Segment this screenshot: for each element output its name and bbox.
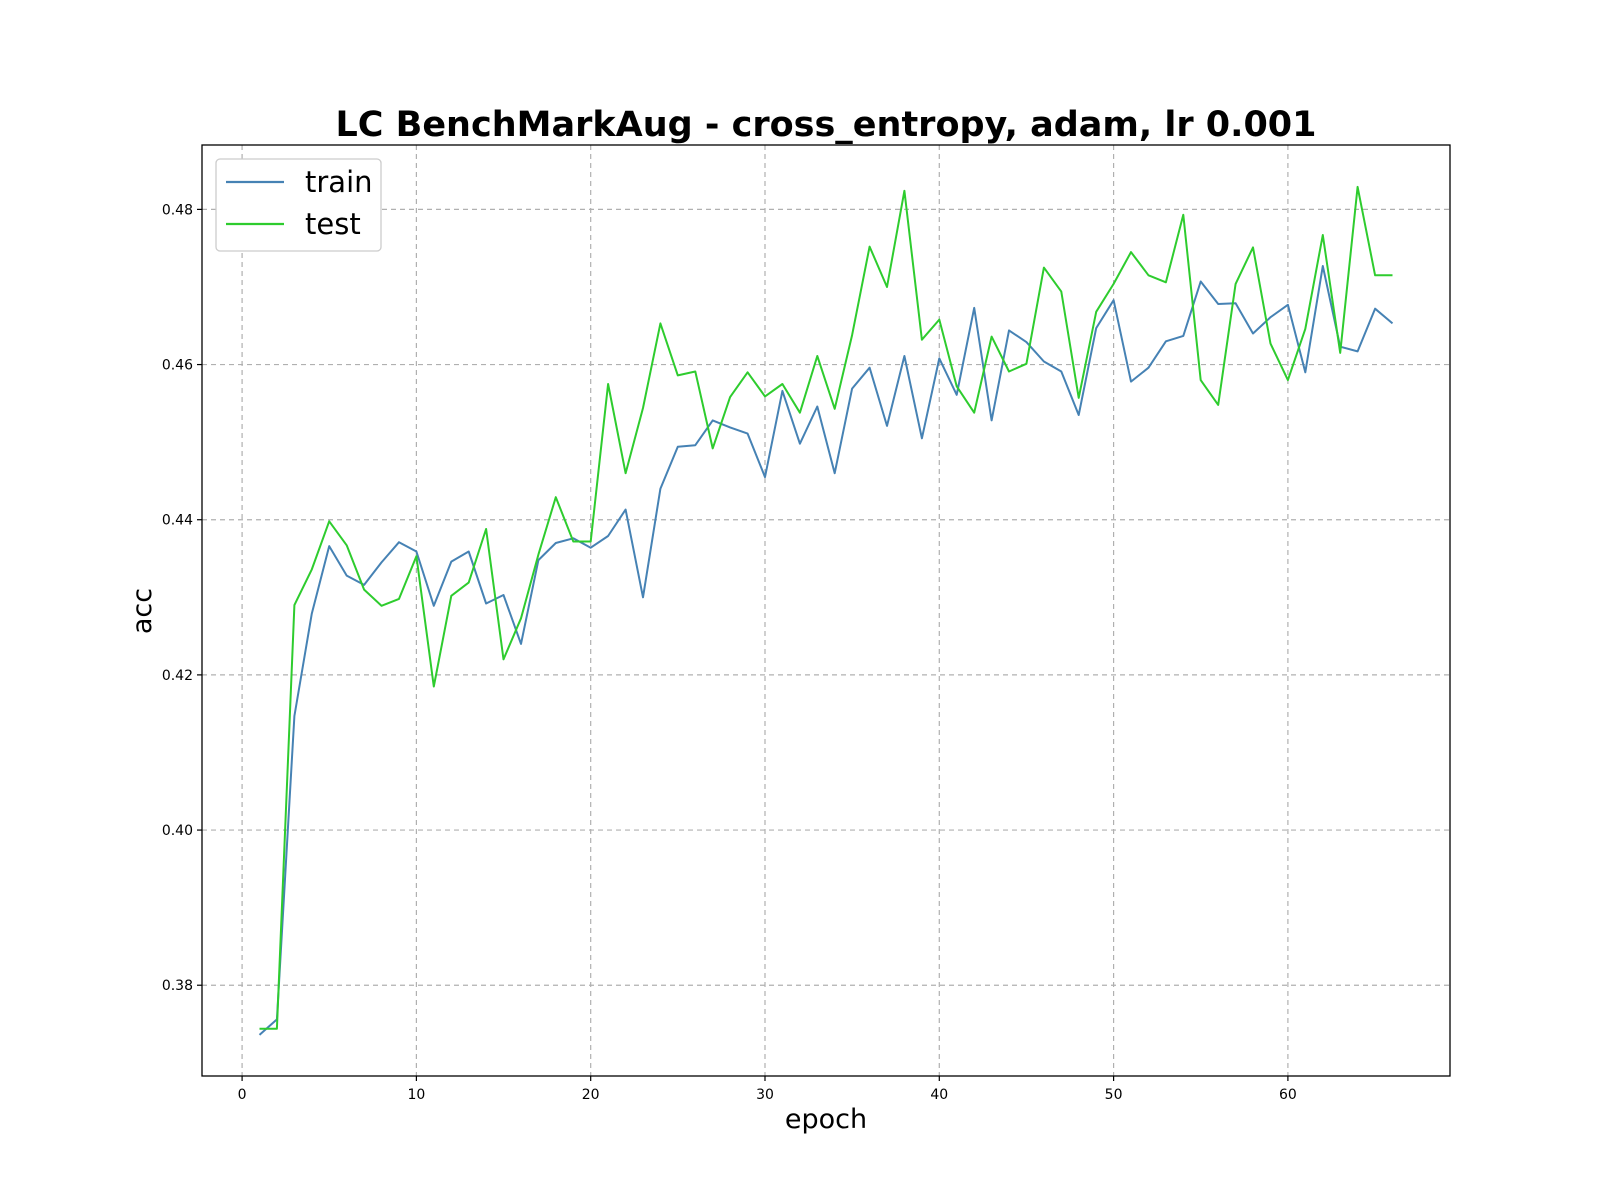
legend-label-test: test	[305, 207, 361, 241]
series-line-test	[259, 185, 1393, 1030]
y-tick-label: 0.38	[162, 978, 193, 994]
y-tick-label: 0.40	[162, 823, 193, 839]
x-tick-label: 20	[582, 1087, 600, 1103]
x-axis-ticks: 0 10 20 30 40 50 60	[238, 1076, 1297, 1103]
x-tick-label: 50	[1105, 1087, 1123, 1103]
plot-frame	[201, 144, 1451, 1077]
y-tick-label: 0.46	[162, 358, 193, 374]
x-tick-label: 0	[238, 1087, 247, 1103]
x-tick-label: 10	[407, 1087, 425, 1103]
legend-label-train: train	[305, 165, 373, 199]
data-series	[258, 185, 1394, 1036]
legend: train test	[215, 158, 382, 252]
y-tick-label: 0.42	[162, 668, 193, 684]
plot-area	[202, 145, 1450, 1076]
chart-title: LC BenchMarkAug - cross_entropy, adam, l…	[335, 105, 1316, 145]
x-tick-label: 30	[756, 1087, 774, 1103]
y-tick-label: 0.44	[162, 513, 193, 529]
y-tick-label: 0.48	[162, 202, 193, 218]
series-line-train	[258, 265, 1394, 1036]
x-tick-label: 40	[930, 1087, 948, 1103]
y-axis-ticks: 0.38 0.40 0.42 0.44 0.46 0.48	[162, 202, 202, 994]
grid-lines	[202, 145, 1450, 1076]
x-tick-label: 60	[1279, 1087, 1297, 1103]
x-axis-label: epoch	[785, 1104, 867, 1135]
y-axis-label: acc	[127, 588, 158, 634]
